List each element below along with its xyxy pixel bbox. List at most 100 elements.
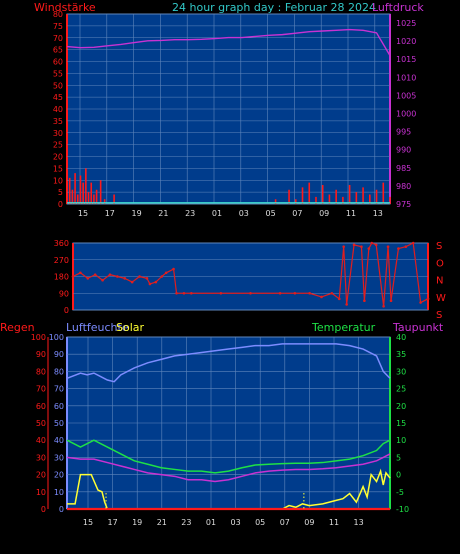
y-tick-label: 75 — [53, 22, 63, 31]
y-tick-label: 45 — [53, 93, 63, 102]
x-tick-label: 05 — [266, 209, 276, 218]
x-tick-label: 07 — [280, 518, 290, 527]
direction-segment — [360, 246, 365, 301]
pressure-label: Luftdruck — [372, 1, 424, 14]
humidity-line — [66, 343, 391, 383]
direction-segment — [131, 276, 140, 283]
y-tick-label: 50 — [53, 81, 63, 90]
y-tick-label: 35 — [396, 350, 406, 359]
x-tick-label: 05 — [255, 518, 265, 527]
y-tick-label: 100 — [31, 333, 46, 342]
dewpoint-label: Taupunkt — [392, 321, 444, 334]
x-tick-label: 17 — [108, 518, 118, 527]
y-tick-label: 5 — [396, 453, 401, 462]
x-tick-label: 07 — [292, 209, 302, 218]
y-tick-label: 5 — [58, 188, 63, 197]
y-tick-label: 80 — [36, 367, 46, 376]
x-tick-label: 03 — [231, 518, 241, 527]
y-tick-label: 60 — [54, 402, 64, 411]
y-tick-label: 995 — [396, 128, 411, 137]
y-tick-label: 1025 — [396, 19, 416, 28]
direction-segment — [87, 274, 96, 279]
y-tick-label: 10 — [396, 436, 406, 445]
y-tick-label: 40 — [53, 105, 63, 114]
y-tick-label: 80 — [54, 367, 64, 376]
y-tick-label: 1020 — [396, 37, 416, 46]
y-tick-label: 20 — [53, 153, 63, 162]
x-tick-label: 01 — [206, 518, 216, 527]
direction-segment — [94, 274, 103, 281]
pressure-line — [66, 28, 391, 56]
y-tick-label: 0 — [396, 471, 401, 480]
solar-label: Solar — [116, 321, 145, 334]
direction-segment — [390, 248, 400, 301]
x-tick-label: 21 — [157, 518, 167, 527]
y-tick-label: 0 — [64, 306, 69, 315]
y-tick-label: 30 — [54, 453, 64, 462]
direction-segment — [72, 272, 81, 278]
y-tick-label: 30 — [396, 367, 406, 376]
direction-segment — [383, 246, 389, 307]
wind-strength-label: Windstärke — [34, 1, 96, 14]
x-tick-label: 19 — [132, 209, 142, 218]
y-tick-label: 30 — [36, 453, 46, 462]
x-tick-label: 09 — [319, 209, 329, 218]
direction-segment — [343, 246, 348, 305]
y-tick-label: 0 — [59, 505, 64, 514]
y-tick-label: -5 — [396, 488, 404, 497]
y-tick-label: 60 — [36, 402, 46, 411]
temperature-line — [66, 439, 391, 474]
y-tick-label: 10 — [54, 488, 64, 497]
direction-segment — [165, 268, 174, 274]
y-tick-label: 10 — [53, 176, 63, 185]
y-tick-label: 70 — [36, 385, 46, 394]
y-tick-label: 40 — [396, 333, 406, 342]
y-tick-label: 90 — [59, 289, 69, 298]
x-tick-label: 13 — [373, 209, 383, 218]
y-tick-label: 1000 — [396, 110, 416, 119]
direction-segment — [387, 246, 392, 301]
y-tick-label: 60 — [53, 58, 63, 67]
solar-line — [67, 468, 391, 510]
direction-segment — [309, 292, 322, 298]
y-tick-label: 0 — [41, 505, 46, 514]
direction-segment — [331, 292, 340, 300]
y-tick-label: 70 — [53, 34, 63, 43]
rain-label: Regen — [0, 321, 35, 334]
y-tick-label: 40 — [36, 436, 46, 445]
x-tick-label: 15 — [83, 518, 93, 527]
dewpoint-line — [66, 453, 391, 483]
x-tick-label: 03 — [239, 209, 249, 218]
direction-segment — [346, 244, 355, 305]
y-tick-label: 25 — [53, 141, 63, 150]
direction-segment — [321, 292, 333, 298]
humidity-label: Luftfeuchte — [66, 321, 129, 334]
compass-label: S — [436, 241, 442, 252]
y-tick-label: 50 — [54, 419, 64, 428]
direction-point — [426, 297, 430, 301]
y-tick-label: 70 — [54, 385, 64, 394]
y-tick-label: 980 — [396, 182, 411, 191]
compass-label: W — [436, 293, 446, 304]
y-tick-label: 65 — [53, 46, 63, 55]
x-tick-label: 09 — [304, 518, 314, 527]
y-tick-label: 90 — [54, 350, 64, 359]
y-tick-label: 40 — [54, 436, 64, 445]
x-tick-label: 01 — [212, 209, 222, 218]
direction-segment — [124, 277, 133, 283]
compass-label: N — [436, 276, 443, 287]
x-tick-label: 17 — [105, 209, 115, 218]
x-tick-label: 19 — [132, 518, 142, 527]
y-tick-label: 1010 — [396, 73, 416, 82]
compass-label: O — [436, 258, 444, 269]
x-tick-label: 15 — [78, 209, 88, 218]
direction-segment — [412, 242, 422, 303]
y-tick-label: 55 — [53, 69, 63, 78]
x-tick-label: 11 — [346, 209, 356, 218]
x-tick-label: 11 — [329, 518, 339, 527]
y-tick-label: 90 — [36, 350, 46, 359]
compass-label: S — [436, 310, 442, 321]
x-tick-label: 23 — [185, 209, 195, 218]
y-tick-label: 1015 — [396, 55, 416, 64]
